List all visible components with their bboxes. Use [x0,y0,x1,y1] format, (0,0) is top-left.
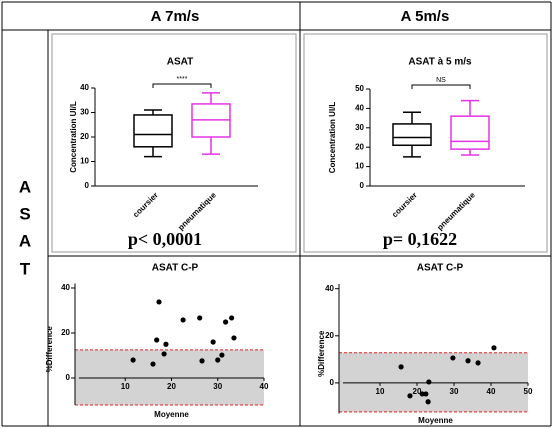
significance-bracket [411,84,471,89]
y-tick-label: 30 [80,108,89,117]
point [231,335,237,341]
point [426,379,432,385]
box [450,115,490,150]
y-tick-label: 40 [355,104,364,113]
y-tick-label: 20 [80,132,89,141]
significance-label: **** [177,76,188,83]
box [392,123,432,147]
point [423,391,429,397]
y-tick-label: 20 [61,328,70,337]
y-tick-label: 50 [355,84,364,93]
point [180,317,186,323]
x-axis-label: Moyenne [154,410,189,419]
y-tick-label: 0 [66,373,71,382]
chart-title: ASAT [167,57,193,68]
x-tick-label: 30 [213,382,222,391]
y-tick-label: 0 [360,181,365,190]
point [156,299,162,305]
point [407,393,413,399]
point [199,358,205,364]
chart-title: ASAT C-P [417,263,464,274]
point [163,341,169,347]
x-tick-label: 50 [524,387,533,396]
row-label-letter: S [19,204,30,223]
chart-title: ASAT C-P [152,263,199,274]
point [398,364,404,370]
x-tick-label: 40 [487,387,496,396]
point [219,352,225,358]
point [150,361,156,367]
p-value: p= 0,1622 [383,229,457,249]
y-tick-label: 30 [355,123,364,132]
agreement-band [75,349,264,405]
y-tick-label: 0 [85,181,90,190]
point [130,357,136,363]
point [215,357,221,363]
point [425,399,431,405]
y-tick-label: 20 [355,142,364,151]
y-axis-label: Concentration UI/L [328,102,337,174]
y-axis-label: %Difference [45,326,54,373]
x-tick-label: 40 [260,382,269,391]
point [491,345,497,351]
chart-title: ASAT à 5 m/s [408,57,472,68]
x-tick-label: 20 [413,387,422,396]
point [450,355,456,361]
y-axis-label: Concentration UI/L [69,101,78,173]
y-tick-label: 10 [355,162,364,171]
x-tick-label: 10 [376,387,385,396]
point [229,315,235,321]
y-tick-label: 0 [330,378,335,387]
x-tick-label: 10 [121,382,130,391]
point [197,315,203,321]
x-tick-label: 30 [450,387,459,396]
y-tick-label: 40 [80,83,89,92]
box [133,114,173,148]
y-tick-label: 40 [325,284,334,293]
row-label-letter: A [19,231,31,250]
row-label-letter: A [19,177,31,196]
significance-label: NS [436,77,446,84]
y-tick-label: 40 [61,283,70,292]
header: A 7m/s [151,8,200,25]
x-tick-label: 20 [167,382,176,391]
point [223,319,229,325]
y-axis-label: %Difference [317,330,326,377]
point [465,358,471,364]
significance-bracket [152,83,212,88]
x-axis-label: Moyenne [418,416,453,425]
header: A 5m/s [401,8,450,25]
point [161,351,167,357]
agreement-band [339,352,528,412]
point [154,337,160,343]
row-label-letter: T [20,259,31,278]
point [419,391,425,397]
point [210,339,216,345]
y-tick-label: 10 [80,157,89,166]
p-value: p< 0,0001 [128,229,202,249]
point [475,360,481,366]
y-tick-label: 20 [325,331,334,340]
